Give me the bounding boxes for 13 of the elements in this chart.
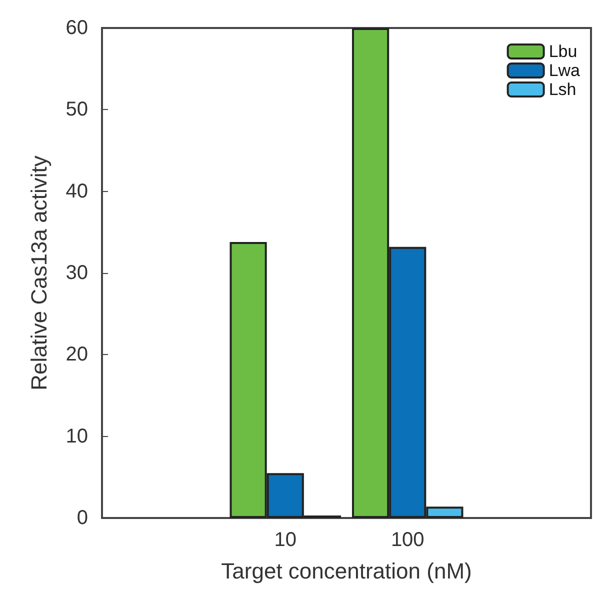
- y-tick-label: 30: [66, 262, 88, 284]
- y-tick-label: 0: [76, 507, 88, 529]
- y-axis-title: Relative Cas13a activity: [26, 156, 52, 390]
- legend-label: Lsh: [548, 80, 576, 99]
- x-tick-label: 100: [390, 529, 424, 551]
- y-tick-label: 40: [66, 180, 88, 202]
- legend-label: Lwa: [548, 61, 581, 80]
- x-axis-title: Target concentration (nM): [221, 558, 472, 584]
- legend-label: Lbu: [548, 42, 578, 61]
- y-tick-label: 20: [66, 344, 88, 366]
- y-tick-label: 50: [66, 98, 88, 121]
- y-tick-label: 60: [66, 17, 88, 39]
- y-tick-label: 10: [66, 425, 88, 448]
